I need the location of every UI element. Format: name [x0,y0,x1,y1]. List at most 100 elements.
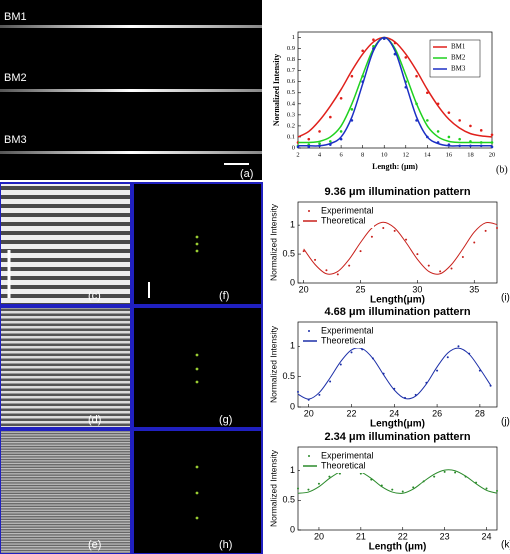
data-point [405,238,408,241]
y-tick-label: 0.5 [282,495,295,505]
legend-box [300,324,374,348]
data-point [426,91,429,95]
data-point [372,47,375,50]
panel-label: (b) [496,164,508,175]
data-point [447,135,451,139]
data-point [404,56,408,59]
data-point [454,471,457,474]
data-point [458,144,461,148]
x-tick-label: 16 [446,151,453,158]
data-point [382,37,386,40]
chart-title: 2.34 μm illumination pattern [324,431,470,443]
y-tick-label: 0.8 [287,56,295,63]
data-point [307,137,311,141]
x-tick-label: 2 [296,151,299,158]
data-point [436,102,440,106]
y-tick-label: 0.9 [287,45,295,52]
legend-marker [308,330,310,332]
data-point [457,345,460,348]
y-tick-label: 0.3 [287,111,295,118]
x-tick-label: 4 [318,151,322,158]
panel-label: (j) [501,417,510,428]
y-tick-label: 0.4 [287,100,296,107]
x-tick-label: 14 [424,151,431,158]
x-tick-label: 10 [381,151,388,158]
y-tick-label: 1 [292,34,295,41]
data-point [469,144,472,148]
x-tick-label: 20 [304,408,314,418]
y-tick-label: 0 [290,277,295,287]
x-tick-label: 12 [403,151,410,158]
panel-label: (d) [88,414,101,426]
data-point [329,380,332,383]
beam-label: BM1 [4,11,27,23]
y-tick-label: 0.2 [287,122,295,129]
data-point [339,363,342,366]
y-tick-label: 0.5 [282,371,295,381]
data-point [450,267,453,270]
chart: 2 4 6 8 10 12 14 16 18 20 0 0.1 0.2 0.3 0.4 0.5 0.6 0.7 0.… [272,31,508,175]
data-point [382,227,385,230]
data-point [372,38,375,42]
x-tick-label: 22 [398,531,408,541]
data-point [296,145,300,149]
beam [0,151,262,154]
x-tick-label: 24 [482,531,492,541]
y-axis-title: Normalized Intensity [268,449,278,527]
series-line [303,221,498,275]
data-point [479,144,483,148]
data-point [404,85,408,89]
data-point [339,137,343,141]
data-point [496,227,498,230]
data-point [461,255,464,258]
data-point [436,130,440,133]
series-line [297,469,498,494]
panel-label: (k) [501,540,510,551]
data-point [490,141,494,144]
data-point [350,119,354,122]
chart-title: 4.68 μm illumination pattern [324,306,470,318]
data-point [485,487,488,490]
x-tick-label: 23 [440,531,450,541]
legend-marker [308,210,310,212]
data-point [317,482,320,485]
data-point [361,74,364,78]
x-tick-label: 20 [299,284,309,294]
x-tick-label: 35 [469,284,479,294]
x-tick-label: 20 [489,151,496,158]
legend-label: BM3 [451,65,466,73]
data-point [307,145,311,149]
data-point [490,145,494,149]
data-point [329,115,332,119]
data-point [339,96,343,100]
data-point [391,488,394,491]
data-point [329,140,332,143]
x-axis-title: Length(μm) [370,419,425,430]
legend-label: Experimental [321,325,374,335]
legend-label: Experimental [321,205,374,215]
data-point [415,102,418,106]
x-tick-label: 8 [361,151,364,158]
data-point [359,250,362,253]
x-tick-label: 25 [356,284,366,294]
panel-label: (f) [219,290,229,302]
data-point [415,74,418,78]
y-axis-title: Normalized Intensity [272,54,281,126]
image-g [132,306,263,429]
x-axis-title: Length(μm) [370,295,425,306]
data-point [336,273,339,276]
y-tick-label: 0.1 [287,133,295,140]
legend-label: Theoretical [321,215,366,225]
data-point [469,140,472,143]
panel-label: (e) [88,539,101,551]
data-point [447,143,451,146]
data-point [307,488,310,491]
data-point [469,124,472,128]
data-point [370,235,373,238]
data-point [325,269,328,272]
legend-label: BM2 [451,54,466,62]
image-c [0,182,132,306]
panel-label: (c) [88,290,101,302]
